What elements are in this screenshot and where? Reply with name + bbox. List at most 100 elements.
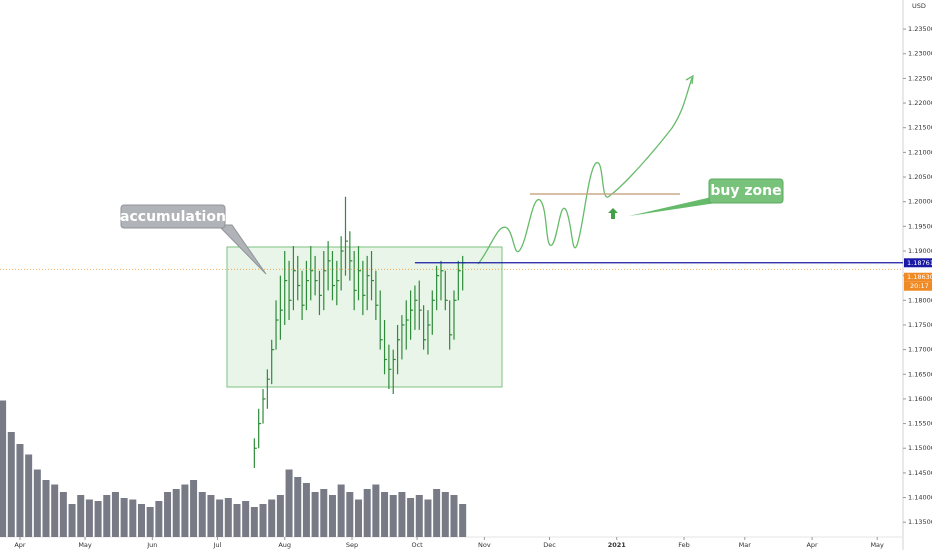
countdown-label: 20:17 [910, 282, 929, 290]
countdown-bg [904, 281, 932, 291]
callout-box [120, 204, 226, 229]
y-tick-label: 1.21500 [908, 124, 932, 132]
volume-bar [302, 483, 310, 537]
y-tick-label: 1.20000 [908, 198, 932, 206]
volume-bar [68, 504, 76, 537]
y-tick-label: 1.23500 [908, 25, 932, 33]
x-tick-label: Apr [14, 541, 26, 549]
volume-bar [94, 501, 102, 537]
volume-bar [129, 499, 137, 537]
volume-bar [181, 484, 189, 537]
y-tick-label: 1.22000 [908, 99, 932, 107]
volume-bar [137, 504, 145, 537]
x-tick-label: Jun [146, 541, 157, 549]
x-tick-label: Jul [213, 541, 222, 549]
y-tick-label: 1.15500 [908, 420, 932, 428]
x-tick-label: Feb [678, 541, 690, 549]
volume-bar [190, 480, 198, 537]
y-tick-label: 1.18000 [908, 296, 932, 304]
volume-bar [459, 504, 467, 537]
volume-bar [216, 499, 224, 537]
volume-bar [276, 495, 284, 537]
volume-bar [441, 492, 449, 537]
y-tick-label: 1.16500 [908, 370, 932, 378]
projection-arrowhead [685, 74, 694, 85]
volume-bar [25, 454, 33, 537]
volume-bar [233, 504, 241, 537]
volume-bar [33, 469, 41, 537]
volume-bar [59, 492, 67, 537]
projection-curve [477, 77, 693, 265]
volume-bar [311, 492, 319, 537]
volume-bar [207, 495, 215, 537]
volume-bar [120, 498, 128, 537]
volume-bar [372, 484, 380, 537]
volume-bar [51, 484, 59, 537]
x-tick-label: Nov [478, 541, 491, 549]
x-tick-label: May [78, 541, 92, 549]
volume-bar [85, 499, 93, 537]
x-tick-label: May [870, 541, 884, 549]
y-tick-label: 1.17500 [908, 321, 932, 329]
volume-bar [407, 498, 415, 537]
x-tick-label: Aug [278, 541, 291, 549]
y-tick-label: 1.13500 [908, 518, 932, 526]
price-label-bg [904, 258, 932, 268]
callout-pointer [629, 196, 716, 216]
volume-bar [172, 489, 180, 537]
x-tick-label: 2021 [608, 541, 627, 549]
volume-bar [285, 469, 293, 537]
y-tick-label: 1.20500 [908, 173, 932, 181]
volume-bar [337, 484, 345, 537]
y-tick-label: 1.22500 [908, 74, 932, 82]
buy-arrow [608, 208, 618, 219]
volume-bar [0, 400, 7, 537]
volume-bar [389, 495, 397, 537]
price-label: 1.18761 [907, 259, 932, 267]
volume-bar [381, 492, 389, 537]
volume-bar [268, 499, 276, 537]
volume-bar [328, 495, 336, 537]
volume-bar [77, 495, 85, 537]
x-tick-label: Mar [739, 541, 752, 549]
volume-bar [42, 480, 50, 537]
x-tick-label: Dec [543, 541, 556, 549]
price-label-bg [904, 272, 932, 282]
volume-bar [224, 498, 232, 537]
volume-bar [155, 501, 163, 537]
volume-bar [16, 444, 24, 537]
y-tick-label: 1.23000 [908, 50, 932, 58]
volume-bar [259, 504, 267, 537]
volume-bar [355, 499, 363, 537]
y-tick-label: 1.19000 [908, 247, 932, 255]
x-tick-label: Oct [411, 541, 423, 549]
y-tick-label: 1.17000 [908, 346, 932, 354]
x-tick-label: Apr [806, 541, 818, 549]
volume-bar [398, 492, 406, 537]
volume-bar [363, 489, 371, 537]
volume-bar [242, 501, 250, 537]
volume-bar [415, 495, 423, 537]
volume-bar [164, 492, 172, 537]
y-tick-label: 1.16000 [908, 395, 932, 403]
x-tick-label: Sep [346, 541, 358, 549]
volume-bar [320, 489, 328, 537]
volume-bar [424, 499, 432, 537]
annotation-text: accumulation [120, 209, 226, 225]
y-tick-label: 1.19500 [908, 222, 932, 230]
volume-bar [198, 492, 206, 537]
volume-bar [103, 495, 111, 537]
currency-label: USD [912, 2, 926, 10]
y-tick-label: 1.14500 [908, 469, 932, 477]
callout-box [708, 178, 784, 204]
volume-bar [111, 492, 119, 537]
volume-bar [146, 507, 154, 537]
y-tick-label: 1.15000 [908, 444, 932, 452]
y-tick-label: 1.21000 [908, 148, 932, 156]
volume-bar [433, 489, 441, 537]
volume-bar [294, 477, 302, 537]
volume-bar [346, 492, 354, 537]
y-tick-label: 1.14000 [908, 494, 932, 502]
accumulation-zone [226, 246, 503, 388]
